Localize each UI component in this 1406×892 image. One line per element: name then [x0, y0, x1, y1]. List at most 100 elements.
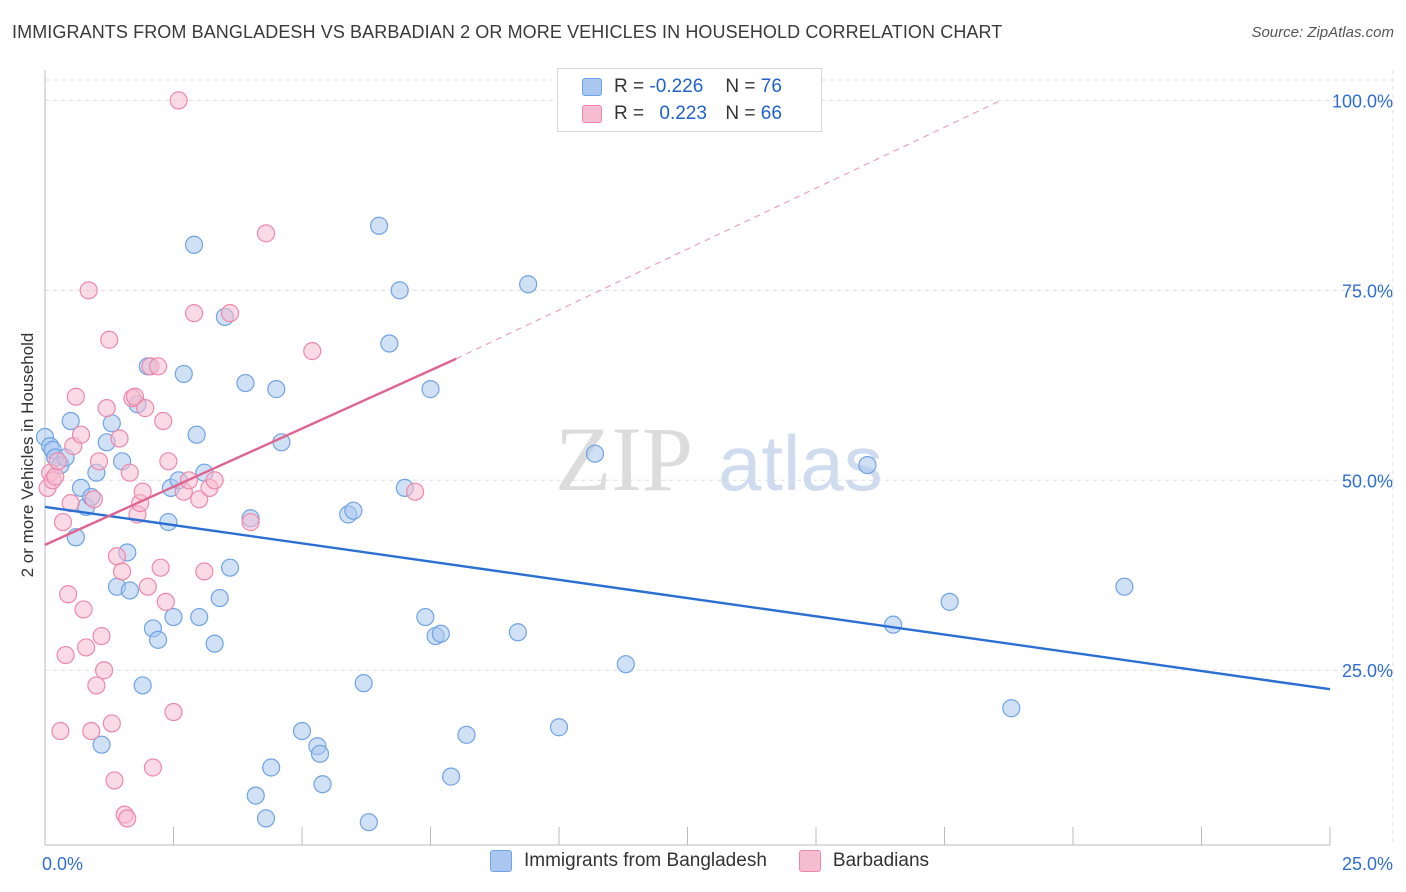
- legend-swatch-blue: [582, 78, 602, 96]
- legend-r-value: -0.226: [649, 76, 704, 97]
- point-barbadians: [84, 490, 103, 509]
- legend-n-value: 66: [760, 103, 782, 124]
- point-bangladesh: [416, 607, 435, 627]
- point-bangladesh: [344, 501, 363, 520]
- point-bangladesh: [148, 630, 168, 649]
- x-tick-label: 25.0%: [1342, 854, 1393, 874]
- watermark-atlas: atlas: [718, 419, 883, 507]
- point-barbadians: [95, 661, 114, 680]
- legend-r-label: R =: [614, 103, 645, 124]
- point-barbadians: [195, 562, 214, 581]
- axes: [44, 70, 1331, 846]
- point-barbadians: [107, 547, 127, 566]
- point-bangladesh: [102, 414, 121, 433]
- series-legend: Immigrants from Bangladesh Barbadians: [490, 850, 961, 872]
- point-bangladesh: [133, 676, 152, 695]
- source-credit: Source: ZipAtlas.com: [1251, 24, 1394, 41]
- point-barbadians: [46, 467, 65, 486]
- point-bangladesh: [310, 744, 330, 763]
- point-bangladesh: [159, 512, 178, 532]
- series-legend-label: Barbadians: [832, 850, 930, 871]
- legend-r-value: 0.223: [659, 103, 707, 124]
- point-bangladesh: [120, 581, 139, 600]
- point-barbadians: [53, 512, 73, 532]
- point-bangladesh: [431, 624, 450, 643]
- point-barbadians: [100, 330, 119, 349]
- point-barbadians: [184, 304, 204, 323]
- point-bangladesh: [210, 588, 229, 608]
- point-bangladesh: [292, 721, 312, 741]
- point-bangladesh: [354, 674, 373, 693]
- point-barbadians: [56, 645, 75, 665]
- point-bangladesh: [187, 425, 206, 444]
- point-barbadians: [154, 411, 173, 431]
- point-barbadians: [110, 429, 129, 448]
- point-bangladesh: [390, 281, 409, 300]
- trend-lines: [44, 99, 1331, 691]
- legend-row-barbadians: R = 0.223 N = 66: [582, 101, 782, 127]
- point-barbadians: [79, 281, 98, 300]
- point-barbadians: [120, 463, 139, 482]
- point-bangladesh: [61, 411, 80, 431]
- legend-row-bangladesh: R = -0.226 N = 76: [582, 74, 782, 100]
- x-tick-label: 0.0%: [42, 854, 83, 874]
- point-bangladesh: [190, 607, 209, 627]
- series-legend-barbadians: Barbadians: [798, 850, 930, 872]
- series-swatch-pink: [798, 850, 821, 872]
- point-bangladesh: [164, 607, 183, 627]
- point-barbadians: [143, 758, 163, 777]
- legend-n-value: 76: [760, 76, 782, 97]
- point-barbadians: [405, 482, 425, 501]
- data-points: [35, 91, 1134, 832]
- legend-swatch-pink: [582, 105, 602, 123]
- series-legend-label: Immigrants from Bangladesh: [524, 850, 767, 871]
- series-legend-bangladesh: Immigrants from Bangladesh: [490, 850, 767, 872]
- y-tick-label: 50.0%: [1342, 471, 1393, 491]
- point-bangladesh: [313, 775, 332, 794]
- point-bangladesh: [359, 813, 378, 832]
- point-barbadians: [125, 387, 145, 406]
- point-bangladesh: [585, 444, 605, 463]
- point-bangladesh: [184, 235, 204, 254]
- point-bangladesh: [549, 718, 569, 737]
- point-barbadians: [66, 387, 85, 406]
- point-bangladesh: [220, 558, 240, 577]
- point-barbadians: [241, 512, 260, 532]
- y-axis-label: 2 or more Vehicles in Household: [18, 332, 37, 578]
- point-barbadians: [87, 676, 106, 695]
- point-barbadians: [89, 452, 109, 471]
- point-bangladesh: [370, 216, 389, 235]
- point-barbadians: [148, 357, 168, 376]
- point-barbadians: [105, 771, 124, 790]
- legend-n-label: N =: [725, 103, 756, 124]
- correlation-legend: R = -0.226 N = 76 R = 0.223 N = 66: [557, 68, 822, 132]
- grid-lines: [45, 70, 1394, 845]
- point-bangladesh: [519, 275, 538, 294]
- point-bangladesh: [236, 373, 255, 393]
- point-barbadians: [112, 562, 132, 581]
- chart-title: IMMIGRANTS FROM BANGLADESH VS BARBADIAN …: [12, 22, 1003, 42]
- point-bangladesh: [441, 767, 461, 786]
- trend-line-bangladesh: [44, 505, 1331, 691]
- watermark-zip: ZIP: [555, 408, 693, 510]
- point-bangladesh: [246, 786, 265, 805]
- point-bangladesh: [858, 455, 877, 475]
- point-bangladesh: [940, 592, 959, 611]
- point-bangladesh: [1002, 699, 1021, 718]
- point-barbadians: [102, 714, 121, 733]
- point-barbadians: [77, 638, 96, 657]
- point-bangladesh: [421, 380, 440, 399]
- legend-n-label: N =: [725, 76, 756, 97]
- point-barbadians: [205, 471, 224, 490]
- point-barbadians: [169, 91, 188, 110]
- point-barbadians: [51, 721, 70, 741]
- point-bangladesh: [457, 725, 476, 744]
- legend-r-label: R =: [614, 76, 645, 97]
- y-tick-label: 100.0%: [1332, 91, 1393, 111]
- point-barbadians: [220, 304, 240, 323]
- point-barbadians: [256, 224, 276, 243]
- watermark: ZIP atlas: [555, 408, 883, 510]
- trend-extension-barbadians: [455, 99, 1002, 360]
- point-bangladesh: [883, 615, 903, 634]
